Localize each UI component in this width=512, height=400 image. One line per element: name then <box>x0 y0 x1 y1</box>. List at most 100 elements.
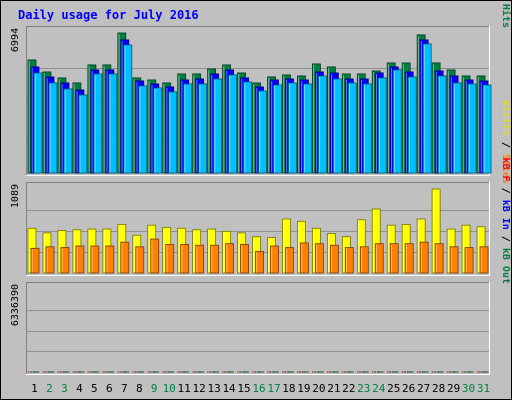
bar <box>135 246 145 274</box>
bar-body <box>180 244 190 274</box>
bar <box>75 371 85 373</box>
bar <box>452 82 462 174</box>
bar <box>467 83 477 174</box>
day-label: 11 <box>178 382 191 395</box>
chart-panels: 6994 Pages / Files / Hits 1089 Visits / Sit… <box>10 0 512 375</box>
bar <box>288 82 297 174</box>
bar <box>392 69 402 174</box>
day-label: 2 <box>46 382 53 395</box>
bar <box>377 77 387 174</box>
bar <box>317 75 327 174</box>
day-label: 15 <box>237 382 250 395</box>
series-sites <box>30 238 489 274</box>
bar <box>347 82 357 174</box>
bar <box>30 371 40 373</box>
bar <box>93 73 103 174</box>
bar-body <box>419 241 429 274</box>
axis-label-part: Visits <box>500 100 512 136</box>
bar <box>419 241 429 274</box>
bar <box>479 371 489 373</box>
bar-body <box>437 75 447 174</box>
axis-label-part: Hits <box>500 4 512 28</box>
bar-body <box>482 84 492 174</box>
bar-body <box>48 82 58 174</box>
bar <box>419 371 429 373</box>
bar <box>165 244 175 274</box>
bar <box>332 78 342 174</box>
day-label: 19 <box>297 382 310 395</box>
bar-body <box>270 245 279 274</box>
y-max-label: 1089 <box>10 184 21 208</box>
series-pages <box>33 43 492 174</box>
day-label: 4 <box>76 382 83 395</box>
bar-body <box>449 246 459 274</box>
bar <box>45 246 55 274</box>
bar-body <box>78 94 88 174</box>
bar <box>120 371 130 373</box>
bar <box>464 371 474 373</box>
bar <box>225 243 234 274</box>
bar <box>464 247 474 274</box>
day-label: 13 <box>207 382 220 395</box>
bar-body <box>93 73 103 174</box>
bar-body <box>90 245 100 274</box>
bar <box>48 82 58 174</box>
bar-body <box>210 244 220 274</box>
bar <box>422 43 432 174</box>
bar-body <box>138 85 148 174</box>
bar <box>240 244 249 274</box>
bar <box>255 371 264 373</box>
bar-body <box>198 83 208 174</box>
day-labels: 1 2 3 4 5 6 7 8 9 10 11 12 13 14 15 16 17 18 19 20 21 22 23 24 2… <box>31 382 490 395</box>
axis-label-part: kB In <box>500 200 511 230</box>
bar <box>153 87 163 174</box>
day-label: 16 <box>252 382 265 395</box>
bar <box>389 371 399 373</box>
bar <box>213 78 223 174</box>
bar-body <box>317 75 327 174</box>
day-label: 22 <box>342 382 355 395</box>
bar-body <box>392 69 402 174</box>
bar-body <box>60 247 70 274</box>
bar <box>404 243 414 274</box>
day-label: 29 <box>447 382 460 395</box>
bar-body <box>45 246 55 274</box>
bar <box>150 371 160 373</box>
day-label: 9 <box>151 382 158 395</box>
bar-body <box>407 76 417 174</box>
bar <box>482 84 492 174</box>
day-label: 27 <box>417 382 430 395</box>
bar-body <box>183 83 193 174</box>
bar <box>210 371 220 373</box>
bar <box>90 245 100 274</box>
plot-area <box>26 282 490 375</box>
bar-body <box>303 83 312 174</box>
bar-body <box>258 90 267 174</box>
bar-body <box>240 244 249 274</box>
bar <box>285 371 294 373</box>
day-label: 21 <box>327 382 340 395</box>
bar-body <box>434 243 444 274</box>
bar <box>180 371 190 373</box>
bar <box>374 243 384 274</box>
y-max-label: 6994 <box>10 28 21 52</box>
axis-label: Visits / Sites <box>500 100 512 184</box>
bar <box>270 245 279 274</box>
bar-body <box>165 244 175 274</box>
bar-body <box>120 241 130 274</box>
bar <box>195 371 205 373</box>
bar-body <box>228 74 237 174</box>
day-label: 3 <box>61 382 68 395</box>
bar <box>407 76 417 174</box>
bar <box>45 371 55 373</box>
bar-body <box>467 83 477 174</box>
day-label: 17 <box>267 382 280 395</box>
bar <box>138 85 148 174</box>
axis-label-part: / <box>500 182 511 200</box>
day-label: 8 <box>136 382 143 395</box>
day-label: 14 <box>222 382 236 395</box>
bar <box>150 238 160 274</box>
bar <box>210 244 220 274</box>
day-label: 7 <box>121 382 128 395</box>
